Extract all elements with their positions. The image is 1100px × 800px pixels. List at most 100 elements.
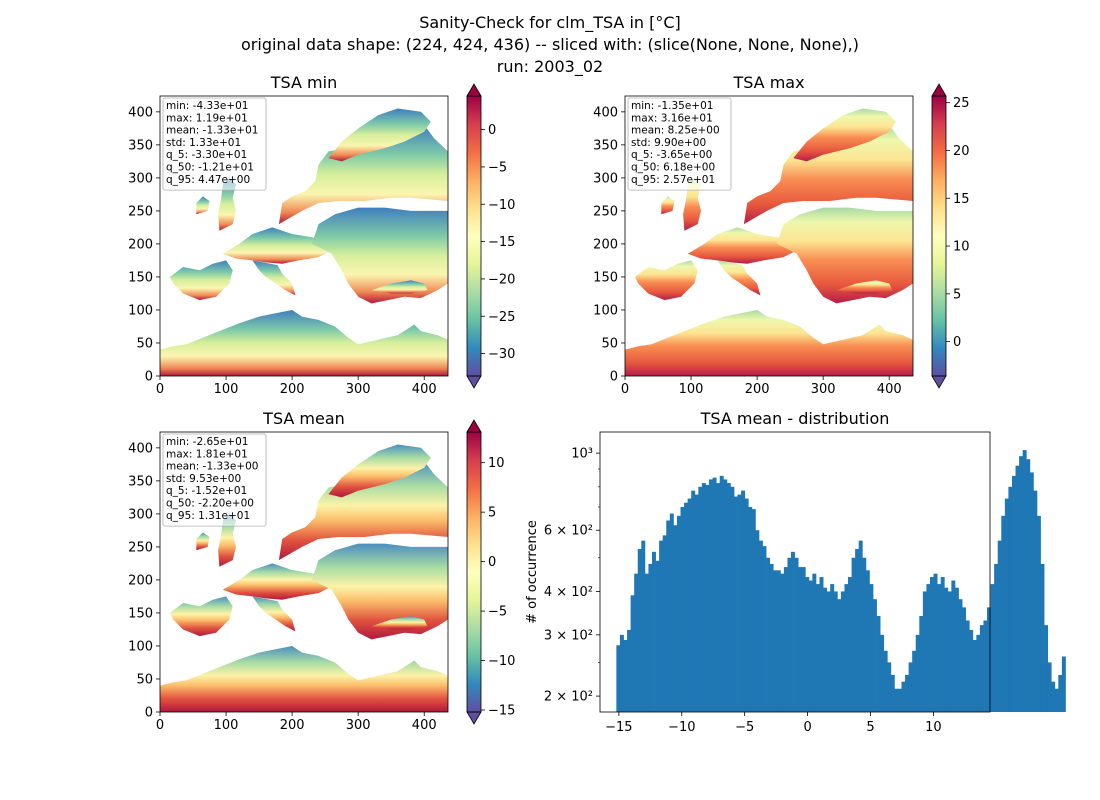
histogram-bar [733, 496, 738, 712]
histogram-bar [858, 540, 863, 712]
histogram-bar [1029, 472, 1034, 712]
histogram-bar [933, 573, 938, 712]
figure-title-line-2: original data shape: (224, 424, 436) -- … [241, 35, 859, 54]
histogram-bar [744, 498, 749, 712]
stats-line: max: 1.81e+01 [166, 448, 248, 460]
x-tick-label: 300 [811, 382, 836, 397]
histogram-bar [705, 484, 710, 712]
histogram-bar [990, 584, 995, 712]
histogram-bar [1058, 674, 1063, 712]
x-tick-label: 400 [412, 382, 437, 397]
histogram-axes-frame [599, 431, 991, 713]
map-landmass-6 [278, 461, 448, 561]
y-tick-label: 300 [593, 171, 618, 186]
colorbar-mean: 10 5 0 −5 −10 −15 [466, 419, 515, 725]
histogram-bar [819, 577, 824, 712]
histogram-bar [937, 584, 942, 712]
histogram-bar [944, 587, 949, 712]
map-landmass-4 [776, 207, 913, 304]
histogram-bar [901, 681, 906, 712]
histogram-bar [876, 615, 881, 712]
map-landmass-2 [687, 227, 797, 264]
histogram-bar [634, 573, 639, 712]
stats-line: std: 9.53e+00 [166, 473, 241, 485]
x-tick-label: 100 [214, 382, 239, 397]
y-tick-label: 250 [593, 204, 618, 219]
y-tick-label: 0 [610, 370, 618, 385]
y-tick-label: 100 [593, 303, 618, 318]
stats-line: min: -1.35e+01 [631, 100, 713, 112]
map-landmass-5 [371, 280, 428, 294]
y-tick-label: 400 [593, 105, 618, 120]
colorbar-tick-label: 25 [953, 96, 970, 111]
panel-title: TSA mean - distribution [700, 409, 890, 428]
histogram-bar [730, 486, 735, 712]
histogram-bar [716, 483, 721, 712]
colorbar-frame [931, 95, 947, 377]
y-tick-label: 200 [128, 573, 153, 588]
histogram-bar [1054, 688, 1059, 712]
histogram-bar [644, 573, 649, 712]
map-axes-frame [159, 431, 449, 713]
histogram-bar [840, 591, 845, 712]
colorbar-tick-label: −5 [488, 605, 507, 620]
map-landmass-8 [218, 177, 236, 231]
map-field-min [160, 108, 448, 376]
histogram-bar [669, 513, 674, 712]
histogram-bar [1019, 456, 1024, 712]
y-tick-label: 250 [128, 540, 153, 555]
stats-line: min: -2.65e+01 [166, 436, 248, 448]
y-tick-label: 3 × 10² [544, 628, 593, 643]
map-field-mean [160, 444, 448, 712]
histogram-bar [833, 591, 838, 712]
map-landmass-3 [252, 596, 296, 632]
histogram-bar [773, 570, 778, 712]
histogram-bar [979, 625, 984, 712]
stats-line: q_5: -1.52e+01 [166, 485, 247, 497]
histogram-bar [687, 498, 692, 712]
x-tick-label: −15 [605, 720, 632, 735]
histogram-bar [673, 525, 678, 712]
histogram-bar [655, 560, 660, 712]
x-tick-label: 100 [679, 382, 704, 397]
histogram-bar [709, 479, 713, 712]
map-landmass-3 [717, 260, 761, 296]
y-tick-label: 10³ [571, 447, 593, 462]
histogram-bar [694, 494, 699, 712]
figure-title-line-3: run: 2003_02 [496, 57, 604, 76]
map-landmass-4 [311, 207, 448, 304]
colorbar-tick-label: 10 [488, 456, 505, 471]
map-landmass-0 [625, 310, 913, 376]
colorbar-extend-max [931, 83, 947, 97]
colorbar-extend-max [466, 83, 482, 97]
panel-title: TSA mean [262, 409, 345, 428]
stats-line: q_95: 2.57e+01 [631, 174, 715, 186]
histogram-bar [659, 540, 664, 712]
histogram-bar [805, 577, 810, 712]
stats-line: mean: 8.25e+00 [631, 125, 720, 137]
map-landmass-6 [278, 125, 448, 225]
colorbar-tick-label: 5 [488, 506, 496, 521]
histogram-bar [1061, 656, 1066, 712]
y-tick-label: 150 [593, 270, 618, 285]
map-landmass-2 [222, 227, 332, 264]
colorbar-extend-min [466, 375, 482, 389]
histogram-bar [1001, 515, 1006, 712]
map-field-max [625, 108, 913, 376]
histogram-bar [947, 591, 952, 712]
map-landmass-8 [218, 513, 236, 567]
colorbar-extend-max [466, 419, 482, 433]
colorbar-max: 25 20 15 10 5 0 [931, 83, 970, 389]
histogram-bar [1004, 498, 1009, 712]
y-tick-label: 2 × 10² [544, 690, 593, 705]
histogram-bar [855, 548, 860, 712]
histogram-bar [897, 688, 902, 712]
histogram-bar [748, 506, 753, 712]
histogram-bar [887, 662, 892, 712]
stats-line: q_5: -3.65e+00 [631, 149, 712, 161]
histogram-bar [701, 483, 706, 712]
histogram-bar [783, 567, 788, 712]
histogram-bar [1044, 625, 1049, 712]
colorbar-extend-min [931, 375, 947, 389]
stats-line: mean: -1.33e+00 [166, 461, 258, 473]
